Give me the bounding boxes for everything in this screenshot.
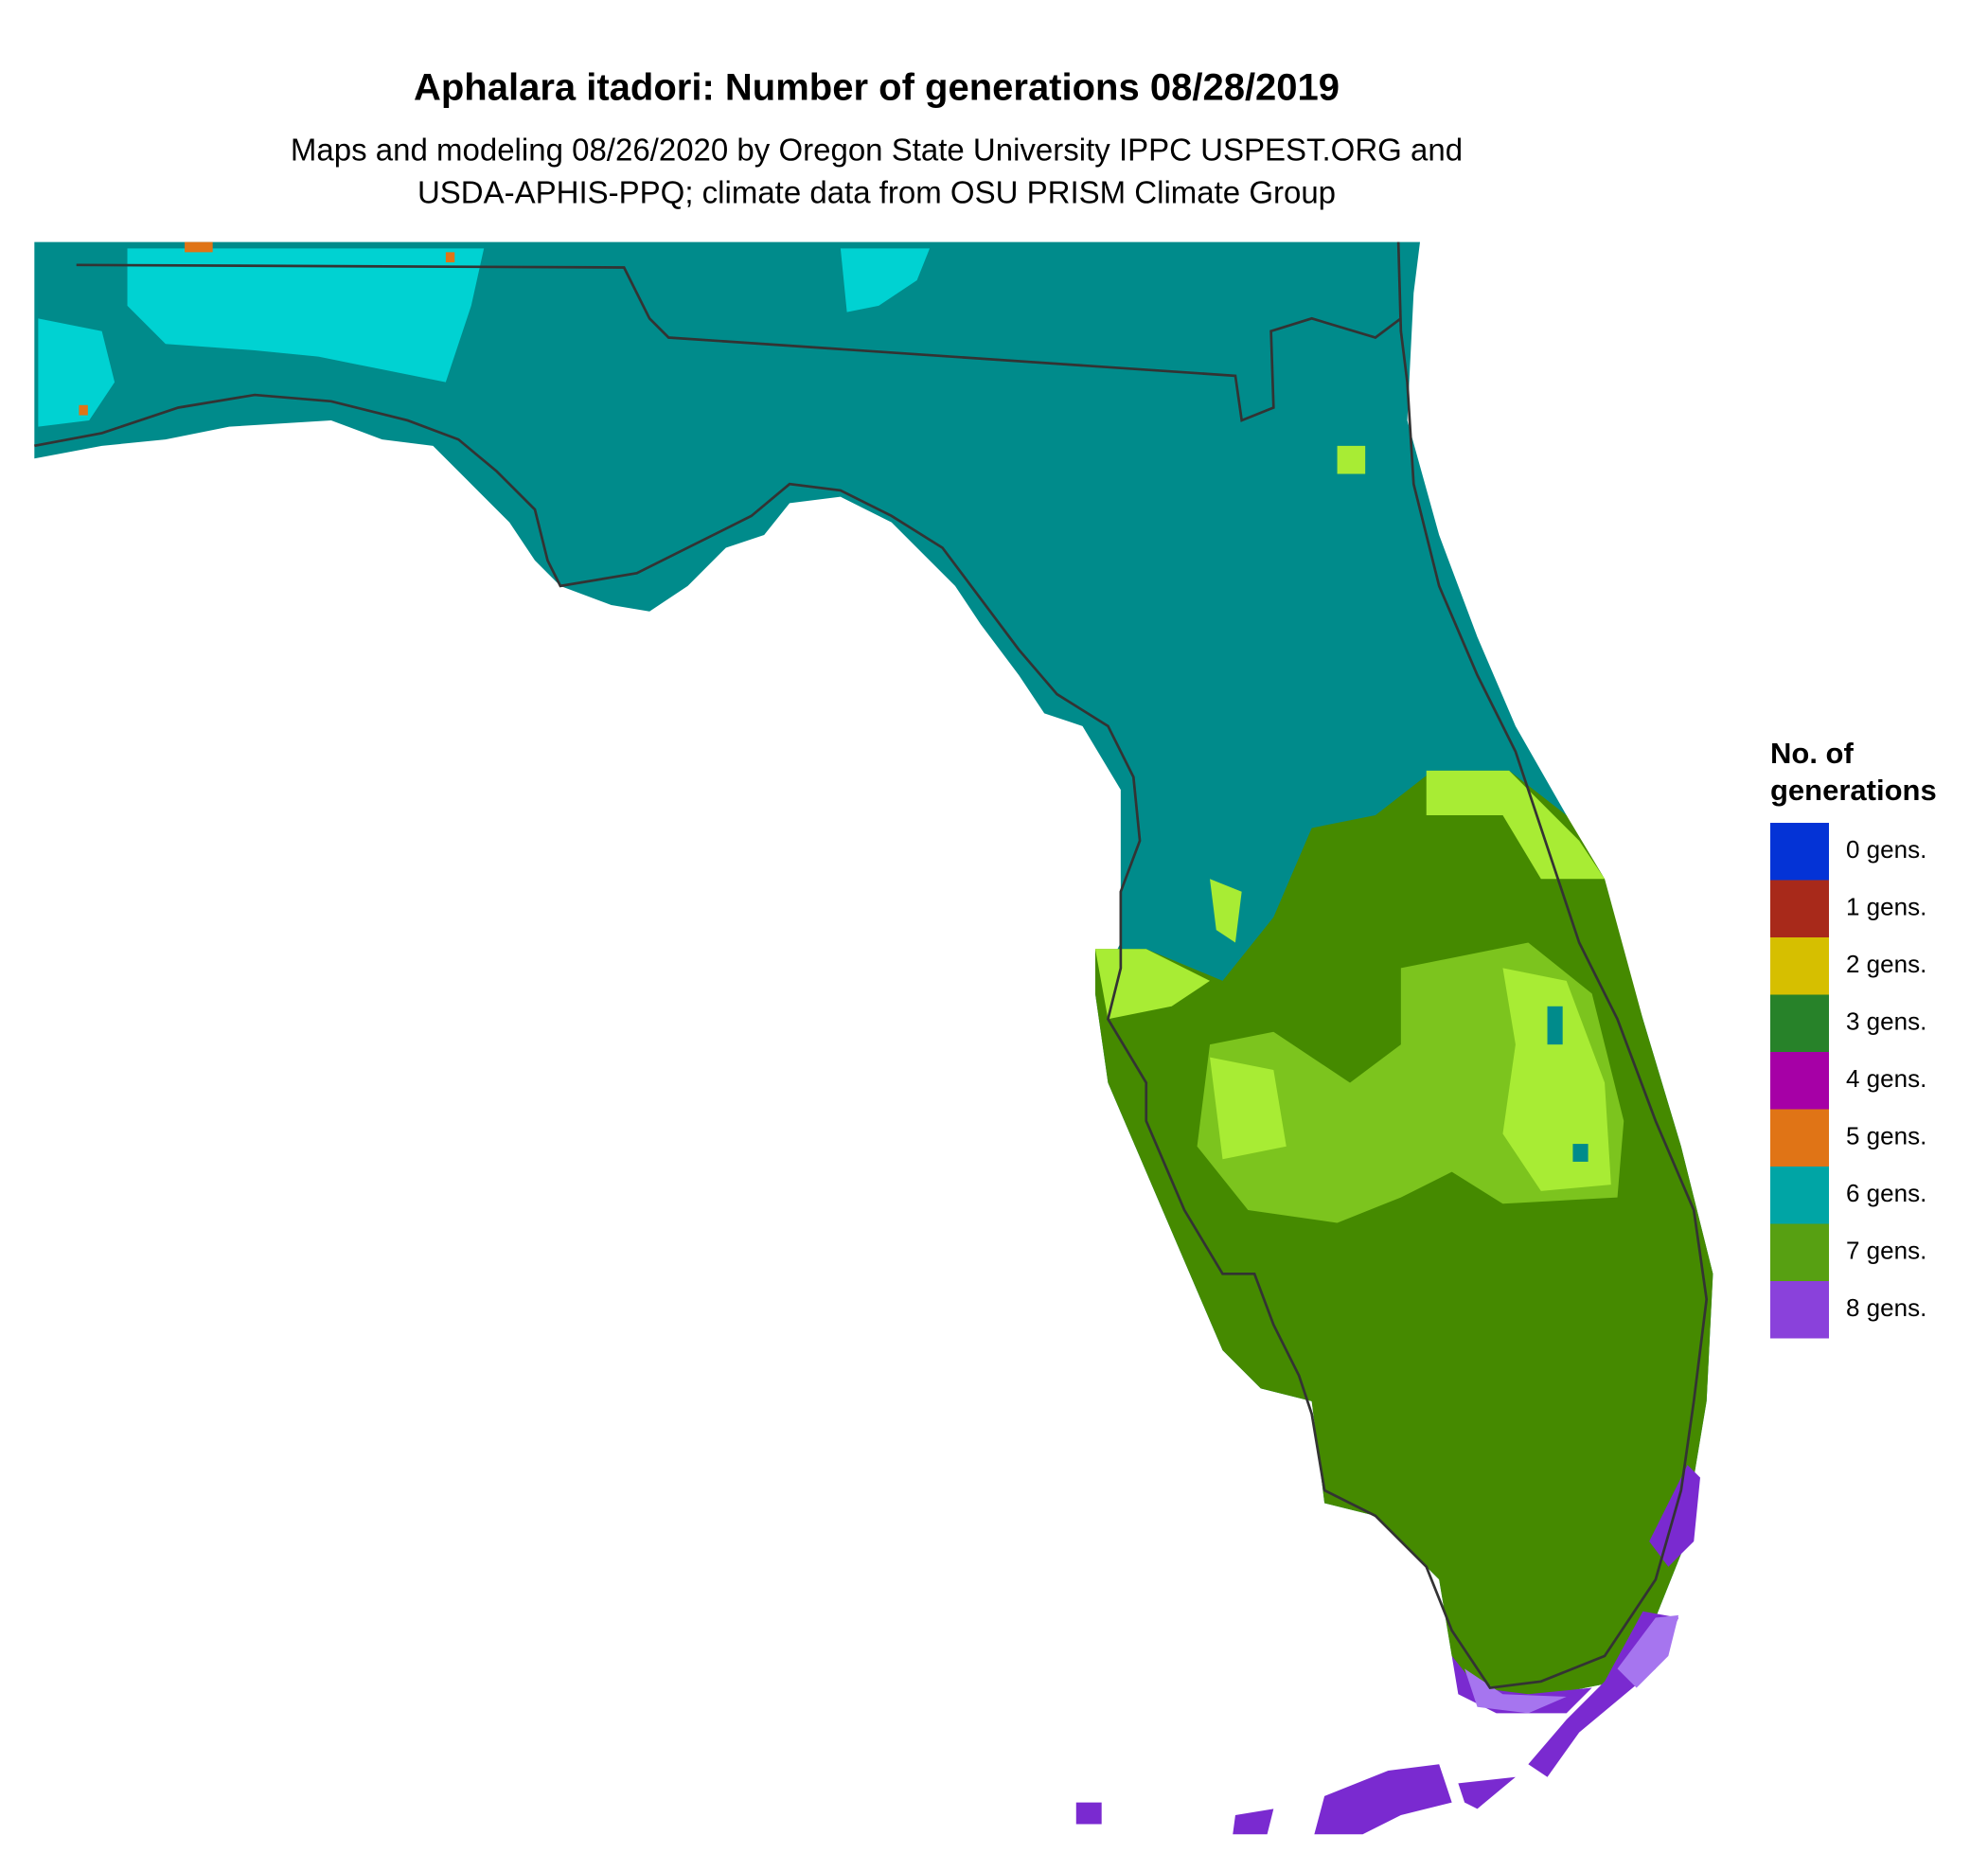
region-5-gens xyxy=(79,404,88,416)
legend-swatch xyxy=(1770,1109,1829,1167)
legend-swatch xyxy=(1770,880,1829,937)
legend-label: 7 gens. xyxy=(1846,1237,1926,1265)
legend-label: 1 gens. xyxy=(1846,893,1926,921)
legend-swatch xyxy=(1770,937,1829,995)
legend-swatch xyxy=(1770,823,1829,881)
map xyxy=(34,241,1713,1835)
legend-title: No. of xyxy=(1770,737,1854,770)
region-8-gens-light xyxy=(1464,1614,1679,1714)
region-cyan xyxy=(38,248,931,427)
region-5-gens xyxy=(445,252,455,263)
title: Aphalara itadori: Number of generations … xyxy=(414,67,1340,109)
subtitle: USDA-APHIS-PPQ; climate data from OSU PR… xyxy=(417,175,1336,210)
state-outline xyxy=(34,241,1709,1689)
region-6-gens xyxy=(1547,1006,1563,1045)
legend: 0 gens. 1 gens. 2 gens. 3 gens. 4 gens. 5 gen… xyxy=(1770,823,1926,1339)
legend-label: 4 gens. xyxy=(1846,1064,1926,1093)
legend-label: 6 gens. xyxy=(1846,1179,1926,1207)
subtitle: Maps and modeling 08/26/2020 by Oregon S… xyxy=(291,133,1463,168)
region-6-gens xyxy=(1572,1144,1589,1162)
legend-swatch xyxy=(1770,1223,1829,1281)
legend-label: 2 gens. xyxy=(1846,950,1926,978)
legend-swatch xyxy=(1770,1167,1829,1224)
legend-label: 3 gens. xyxy=(1846,1007,1926,1036)
region-light-green xyxy=(1094,445,1611,1191)
legend-label: 8 gens. xyxy=(1846,1293,1926,1322)
legend-title: generations xyxy=(1770,774,1937,807)
legend-swatch xyxy=(1770,1281,1829,1339)
legend-swatch xyxy=(1770,1052,1829,1110)
legend-label: 5 gens. xyxy=(1846,1122,1926,1150)
region-5-gens xyxy=(185,241,213,253)
legend-label: 0 gens. xyxy=(1846,835,1926,864)
legend-swatch xyxy=(1770,994,1829,1052)
